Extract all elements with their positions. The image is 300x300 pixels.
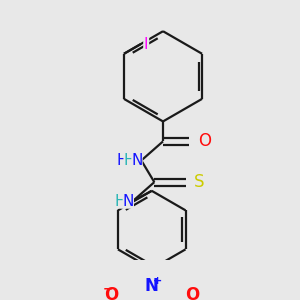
Text: S: S — [194, 173, 205, 191]
Text: I: I — [144, 37, 148, 52]
Text: N: N — [145, 277, 159, 295]
Text: O: O — [199, 132, 212, 150]
Text: −: − — [103, 282, 114, 295]
Text: H: H — [115, 194, 126, 209]
Text: O: O — [186, 286, 200, 300]
Text: N: N — [131, 153, 143, 168]
Text: O: O — [104, 286, 118, 300]
Text: HN: HN — [117, 153, 140, 168]
Text: H: H — [123, 153, 135, 168]
Text: N: N — [123, 194, 134, 209]
Text: +: + — [153, 276, 162, 286]
